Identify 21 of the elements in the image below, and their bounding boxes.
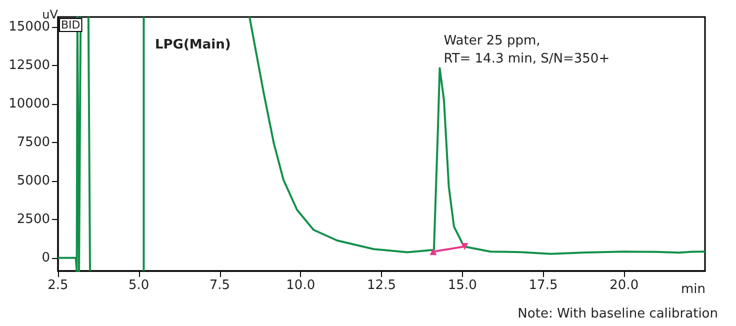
y-tick-label: 12500 xyxy=(8,58,50,73)
x-tick-label: 20.0 xyxy=(610,278,639,293)
x-tick-label: 12.5 xyxy=(367,278,396,293)
x-tick-label: 2.5 xyxy=(48,278,68,293)
annotation: Water 25 ppm, RT= 14.3 min, S/N=350+ xyxy=(444,34,610,67)
y-tick-label: 15000 xyxy=(8,20,50,35)
x-tick-label: 7.5 xyxy=(209,278,230,293)
y-tick-label: 10000 xyxy=(8,96,50,112)
y-tick-label: 7500 xyxy=(16,134,50,150)
x-axis-title: min xyxy=(681,282,706,297)
x-tick-label: 15.0 xyxy=(448,278,477,293)
y-tick-label: 5000 xyxy=(16,173,50,188)
y-tick-label: 0 xyxy=(42,250,50,266)
y-tick-label: 2500 xyxy=(16,212,50,227)
x-tick-label: 5.0 xyxy=(128,278,150,293)
text: Note: With baseline calibration xyxy=(518,306,718,322)
annotation: BID xyxy=(61,18,80,32)
annotation: LPG(Main) xyxy=(155,38,231,52)
x-tick-label: 10.0 xyxy=(286,278,316,293)
x-tick-label: 17.5 xyxy=(528,278,558,293)
y-axis-title: uV xyxy=(42,8,59,22)
